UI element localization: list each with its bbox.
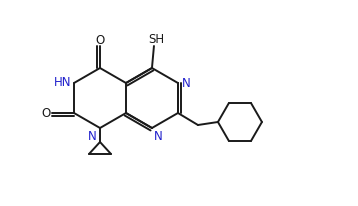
Text: N: N — [154, 130, 163, 143]
Text: O: O — [95, 34, 105, 47]
Text: SH: SH — [148, 33, 164, 46]
Text: N: N — [88, 130, 97, 143]
Text: HN: HN — [53, 76, 71, 89]
Text: O: O — [42, 107, 50, 119]
Text: N: N — [182, 76, 191, 89]
